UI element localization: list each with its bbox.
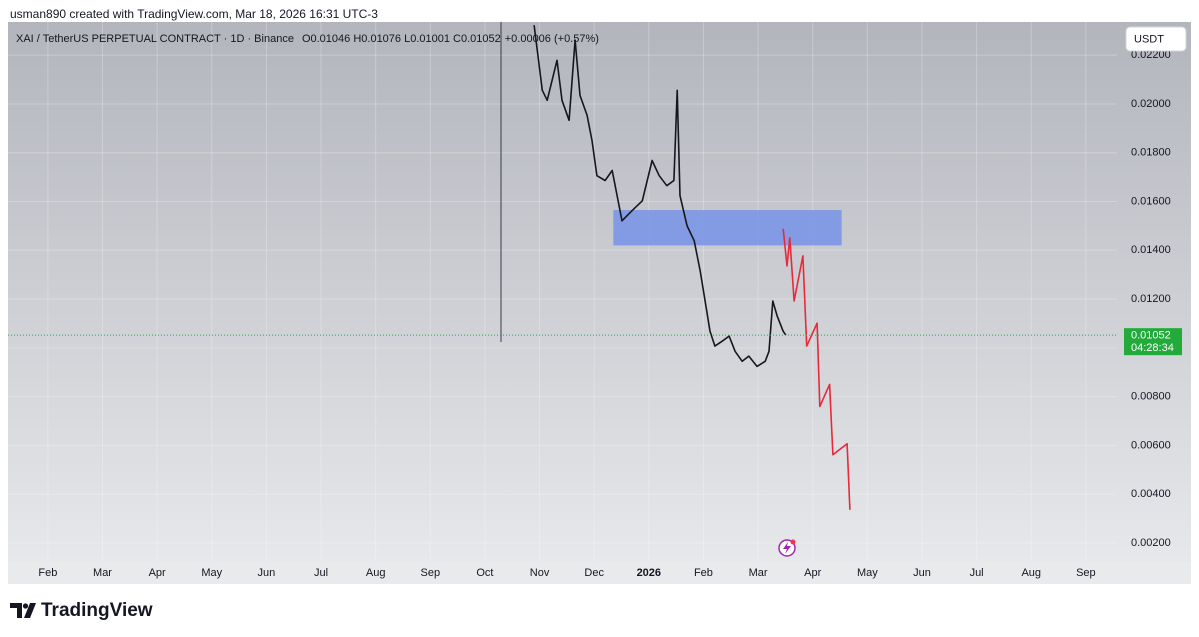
x-tick-label: Jul: [970, 567, 984, 579]
x-tick-label: Oct: [476, 567, 493, 579]
last-price-label: 0.01052: [1131, 330, 1171, 342]
currency-button[interactable]: [1125, 26, 1187, 52]
countdown: 04:28:34: [1131, 342, 1174, 354]
y-tick-label: 0.00600: [1131, 439, 1171, 451]
attribution: usman890 created with TradingView.com, M…: [10, 7, 378, 21]
change: +0.00006 (+0.57%): [505, 33, 599, 45]
y-tick-label: 0.02000: [1131, 98, 1171, 110]
x-tick-label: Aug: [366, 567, 386, 579]
x-tick-label: Jul: [314, 567, 328, 579]
time-axis: [8, 562, 1191, 584]
y-tick-label: 0.00200: [1131, 537, 1171, 549]
x-tick-label: Apr: [149, 567, 166, 579]
x-tick-label: Feb: [38, 567, 57, 579]
last-price-box: [1124, 328, 1182, 356]
series-layer: [533, 25, 851, 510]
zone: [613, 210, 842, 246]
x-tick-label: Aug: [1021, 567, 1041, 579]
x-tick-label: Jun: [913, 567, 931, 579]
currency-label[interactable]: USDT: [1134, 33, 1164, 45]
y-tick-label: 0.01200: [1131, 293, 1171, 305]
price-line: [782, 228, 851, 510]
axis-layer: Feb Mar Apr May Jun Jul Aug Sep Oct Nov Dec 2026 Feb…: [8, 49, 1191, 584]
zone-layer: [613, 210, 842, 246]
x-tick-label: Apr: [804, 567, 821, 579]
x-tick-label: Sep: [1076, 567, 1096, 579]
x-tick-label: Sep: [421, 567, 441, 579]
x-tick-label: Mar: [93, 567, 112, 579]
y-tick-label: 0.01800: [1131, 147, 1171, 159]
price-line: [533, 25, 787, 368]
x-tick-label: May: [857, 567, 878, 579]
x-tick-label: 2026: [637, 567, 661, 579]
y-tick-label: 0.01400: [1131, 244, 1171, 256]
y-tick-label: 0.00400: [1131, 488, 1171, 500]
brand-name: TradingView: [41, 600, 153, 621]
chart-panel: [8, 22, 1191, 584]
y-tick-label: 0.02200: [1131, 49, 1171, 61]
x-tick-label: Dec: [584, 567, 604, 579]
ohlc: O0.01046 H0.01076 L0.01001 C0.01052: [302, 33, 501, 45]
y-tick-label: 0.00800: [1131, 391, 1171, 403]
x-tick-label: May: [201, 567, 222, 579]
symbol-title: XAI / TetherUS PERPETUAL CONTRACT · 1D ·…: [16, 33, 294, 45]
x-tick-label: Feb: [694, 567, 713, 579]
y-tick-label: 0.01600: [1131, 195, 1171, 207]
brand-logo: [10, 603, 36, 618]
lightning-icon[interactable]: [778, 539, 796, 557]
x-tick-label: Nov: [530, 567, 550, 579]
x-tick-label: Mar: [749, 567, 768, 579]
x-tick-label: Jun: [258, 567, 276, 579]
